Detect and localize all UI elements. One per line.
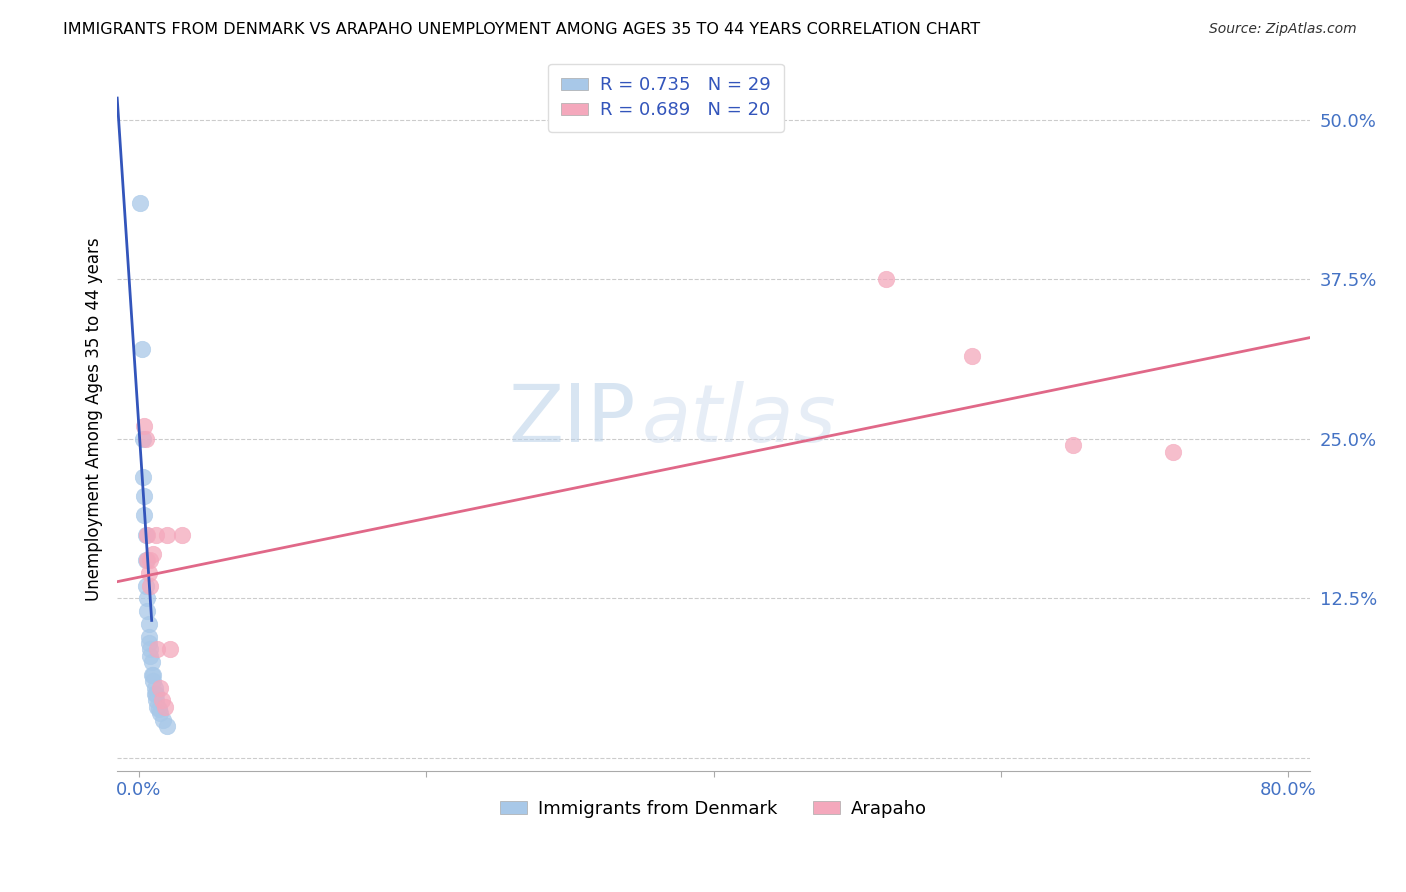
Point [139,553,162,567]
Point [149,681,172,695]
Point [149,706,172,721]
Point [1163,444,1185,458]
Point [135,432,157,446]
Point [135,578,157,592]
Point [138,566,160,580]
Point [138,630,160,644]
Text: ZIP: ZIP [509,381,636,458]
Point [143,681,166,695]
Point [136,553,159,567]
Text: Source: ZipAtlas.com: Source: ZipAtlas.com [1209,22,1357,37]
Text: atlas: atlas [643,381,837,458]
Point [132,432,155,446]
Point [145,693,167,707]
Point [152,713,174,727]
Y-axis label: Unemployment Among Ages 35 to 44 years: Unemployment Among Ages 35 to 44 years [86,238,103,601]
Point [156,719,179,733]
Point [141,655,163,669]
Point [139,648,162,663]
Point [142,668,165,682]
Point [135,553,157,567]
Point [150,693,173,707]
Point [146,642,169,657]
Point [170,527,193,541]
Point [134,508,156,523]
Point [132,470,155,484]
Point [134,489,156,503]
Point [142,547,165,561]
Point [134,419,156,434]
Point [146,699,169,714]
Point [136,527,159,541]
Point [153,699,176,714]
Legend: Immigrants from Denmark, Arapaho: Immigrants from Denmark, Arapaho [492,792,935,825]
Point [139,578,162,592]
Point [131,343,153,357]
Point [143,687,166,701]
Text: IMMIGRANTS FROM DENMARK VS ARAPAHO UNEMPLOYMENT AMONG AGES 35 TO 44 YEARS CORREL: IMMIGRANTS FROM DENMARK VS ARAPAHO UNEMP… [63,22,980,37]
Point [156,527,179,541]
Point [1062,438,1084,452]
Point [145,687,167,701]
Point [138,616,160,631]
Point [138,636,160,650]
Point [145,527,167,541]
Point [136,604,159,618]
Point [875,272,897,286]
Point [136,591,159,606]
Point [129,195,152,210]
Point [135,527,157,541]
Point [142,674,165,689]
Point [159,642,181,657]
Point [139,642,162,657]
Point [141,668,163,682]
Point [960,349,983,363]
Point [148,702,170,716]
